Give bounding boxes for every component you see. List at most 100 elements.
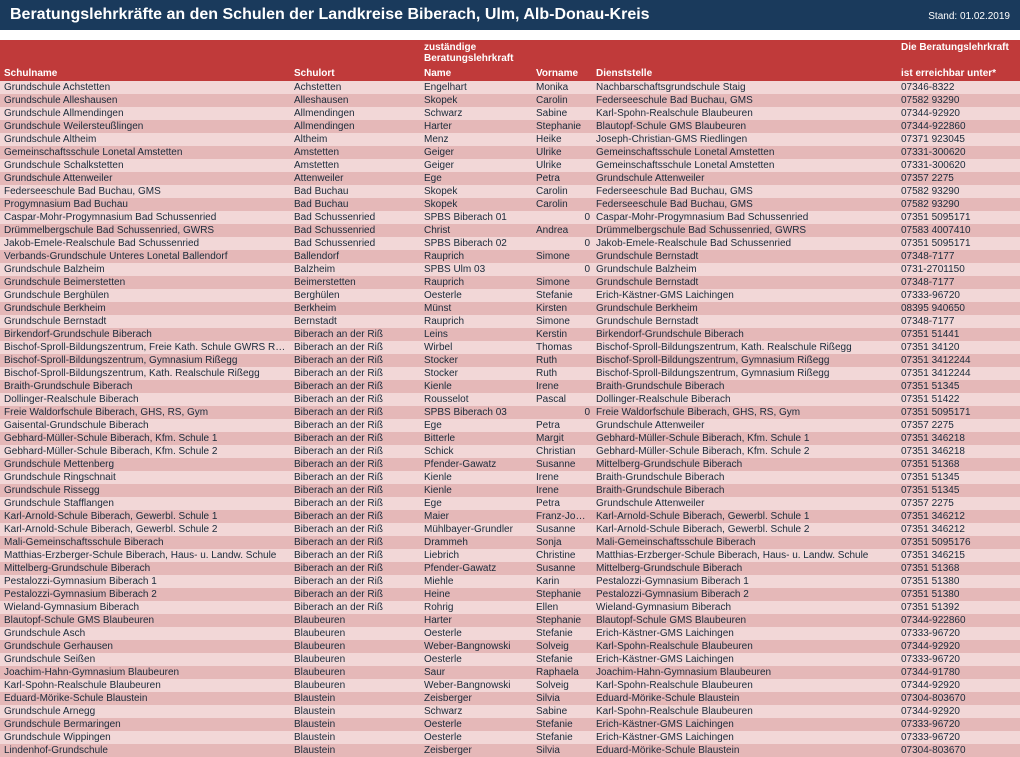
table-cell: 07333-96720: [897, 627, 1020, 640]
table-cell: Bischof-Sproll-Bildungszentrum, Kath. Re…: [0, 367, 290, 380]
table-cell: Simone: [532, 315, 592, 328]
table-cell: 07333-96720: [897, 653, 1020, 666]
table-cell: 07357 2275: [897, 172, 1020, 185]
table-cell: Eduard-Mörike-Schule Blaustein: [592, 692, 897, 705]
table-cell: 07357 2275: [897, 419, 1020, 432]
table-cell: 0: [532, 237, 592, 250]
table-cell: Erich-Kästner-GMS Laichingen: [592, 653, 897, 666]
table-cell: Solveig: [532, 640, 592, 653]
table-cell: Mittelberg-Grundschule Biberach: [0, 562, 290, 575]
table-cell: Zeisberger: [420, 744, 532, 757]
th-top-3: [532, 40, 592, 66]
th-schulort: Schulort: [290, 66, 420, 81]
table-cell: 07351 346212: [897, 523, 1020, 536]
table-cell: Mühlbayer-Grundler: [420, 523, 532, 536]
table-row: Grundschule BernstadtBernstadtRauprichSi…: [0, 315, 1020, 328]
table-cell: Pfender-Gawatz: [420, 458, 532, 471]
table-cell: Pestalozzi-Gymnasium Biberach 2: [592, 588, 897, 601]
table-cell: Gebhard-Müller-Schule Biberach, Kfm. Sch…: [592, 445, 897, 458]
table-cell: Erich-Kästner-GMS Laichingen: [592, 289, 897, 302]
table-cell: Biberach an der Riß: [290, 419, 420, 432]
table-cell: Berghülen: [290, 289, 420, 302]
table-cell: Weber-Bangnowski: [420, 640, 532, 653]
table-cell: Wirbel: [420, 341, 532, 354]
table-cell: 07304-803670: [897, 692, 1020, 705]
table-cell: Eduard-Mörike-Schule Blaustein: [0, 692, 290, 705]
table-cell: Ulrike: [532, 146, 592, 159]
table-cell: Verbands-Grundschule Unteres Lonetal Bal…: [0, 250, 290, 263]
table-cell: 07351 51422: [897, 393, 1020, 406]
table-row: Karl-Spohn-Realschule BlaubeurenBlaubeur…: [0, 679, 1020, 692]
table-cell: Blaubeuren: [290, 627, 420, 640]
table-cell: Eduard-Mörike-Schule Blaustein: [592, 744, 897, 757]
table-cell: Alleshausen: [290, 94, 420, 107]
table-row: Drümmelbergschule Bad Schussenried, GWRS…: [0, 224, 1020, 237]
table-cell: SPBS Ulm 03: [420, 263, 532, 276]
th-dienststelle: Dienststelle: [592, 66, 897, 81]
table-cell: 07351 51345: [897, 471, 1020, 484]
table-cell: Blaustein: [290, 692, 420, 705]
table-cell: Susanne: [532, 562, 592, 575]
table-cell: Braith-Grundschule Biberach: [592, 484, 897, 497]
table-cell: Dollinger-Realschule Biberach: [592, 393, 897, 406]
table-row: Gemeinschaftsschule Lonetal AmstettenAms…: [0, 146, 1020, 159]
table-row: Joachim-Hahn-Gymnasium BlaubeurenBlaubeu…: [0, 666, 1020, 679]
table-cell: Münst: [420, 302, 532, 315]
table-cell: Stefanie: [532, 627, 592, 640]
table-cell: Grundschule Altheim: [0, 133, 290, 146]
th-vorname: Vorname: [532, 66, 592, 81]
table-cell: Braith-Grundschule Biberach: [592, 471, 897, 484]
table-cell: Rauprich: [420, 315, 532, 328]
table-cell: Biberach an der Riß: [290, 393, 420, 406]
table-cell: Carolin: [532, 198, 592, 211]
table-cell: Simone: [532, 250, 592, 263]
table-cell: Miehle: [420, 575, 532, 588]
table-cell: Ege: [420, 172, 532, 185]
table-cell: 0: [532, 211, 592, 224]
table-cell: Silvia: [532, 744, 592, 757]
table-cell: Biberach an der Riß: [290, 549, 420, 562]
table-cell: Pfender-Gawatz: [420, 562, 532, 575]
table-cell: Bad Buchau: [290, 198, 420, 211]
table-cell: Grundschule Achstetten: [0, 81, 290, 94]
table-cell: Grundschule Bernstadt: [592, 276, 897, 289]
table-cell: Ege: [420, 497, 532, 510]
table-cell: Biberach an der Riß: [290, 328, 420, 341]
table-cell: Harter: [420, 614, 532, 627]
table-cell: Petra: [532, 172, 592, 185]
table-row: Federseeschule Bad Buchau, GMSBad Buchau…: [0, 185, 1020, 198]
table-cell: Karl-Arnold-Schule Biberach, Gewerbl. Sc…: [0, 510, 290, 523]
table-cell: Grundschule Wippingen: [0, 731, 290, 744]
table-cell: Geiger: [420, 146, 532, 159]
table-cell: Federseeschule Bad Buchau, GMS: [592, 185, 897, 198]
table-cell: 07351 51368: [897, 562, 1020, 575]
table-row: Jakob-Emele-Realschule Bad SchussenriedB…: [0, 237, 1020, 250]
table-cell: Joachim-Hahn-Gymnasium Blaubeuren: [0, 666, 290, 679]
table-cell: Grundschule Bermaringen: [0, 718, 290, 731]
page-title: Beratungslehrkräfte an den Schulen der L…: [10, 6, 650, 24]
table-cell: Biberach an der Riß: [290, 354, 420, 367]
table-cell: Oesterle: [420, 718, 532, 731]
table-cell: 0: [532, 263, 592, 276]
th-top-4: [592, 40, 897, 66]
table-cell: Oesterle: [420, 627, 532, 640]
table-cell: Bad Schussenried: [290, 237, 420, 250]
table-cell: Rauprich: [420, 276, 532, 289]
table-cell: Sonja: [532, 536, 592, 549]
table-row: Grundschule BermaringenBlausteinOesterle…: [0, 718, 1020, 731]
table-cell: Biberach an der Riß: [290, 523, 420, 536]
table-row: Birkendorf-Grundschule BiberachBiberach …: [0, 328, 1020, 341]
table-cell: Stefanie: [532, 289, 592, 302]
table-cell: Karl-Spohn-Realschule Blaubeuren: [592, 679, 897, 692]
table-row: Bischof-Sproll-Bildungszentrum, Kath. Re…: [0, 367, 1020, 380]
table-cell: Attenweiler: [290, 172, 420, 185]
table-cell: Irene: [532, 380, 592, 393]
table-cell: SPBS Biberach 03: [420, 406, 532, 419]
th-erreichbar: ist erreichbar unter*: [897, 66, 1020, 81]
table-row: Verbands-Grundschule Unteres Lonetal Bal…: [0, 250, 1020, 263]
table-cell: Kienle: [420, 380, 532, 393]
table-cell: 07348-7177: [897, 315, 1020, 328]
table-cell: Grundschule Stafflangen: [0, 497, 290, 510]
table-cell: 07344-92920: [897, 705, 1020, 718]
table-cell: 07344-92920: [897, 640, 1020, 653]
